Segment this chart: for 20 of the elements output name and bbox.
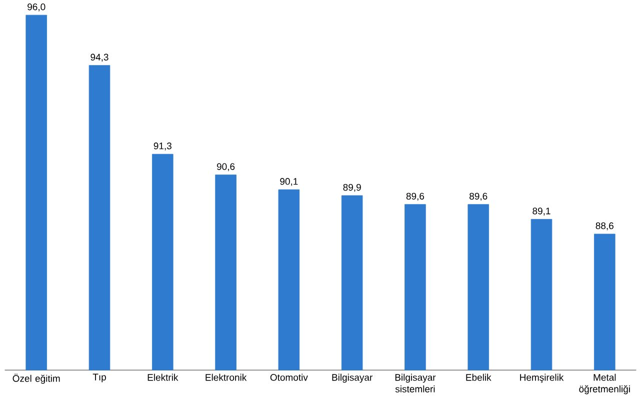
x-tick-label: Bilgisayar sistemleri — [395, 374, 436, 393]
x-tick-label: Hemşirelik — [520, 374, 564, 383]
data-label: 89,6 — [470, 192, 488, 201]
x-tick-label: Bilgisayar — [332, 374, 372, 383]
x-tick-label: Ebelik — [466, 374, 492, 381]
data-label: 88,6 — [596, 222, 614, 230]
data-label: 94,3 — [90, 54, 108, 62]
data-label: 89,9 — [343, 184, 361, 192]
x-tick-label: Tıp — [92, 374, 106, 382]
data-label: 96,0 — [28, 4, 46, 12]
x-tick-label: Özel eğitim — [12, 374, 60, 384]
data-label: 90,1 — [280, 178, 298, 186]
x-tick-label: Metal öğretmenliği — [579, 374, 630, 394]
x-tick-label: Elektrik — [148, 374, 178, 381]
data-label: 91,3 — [154, 142, 172, 150]
data-label: 89,1 — [532, 208, 550, 216]
x-tick-label: Elektronik — [206, 374, 247, 381]
data-label: 90,6 — [216, 163, 235, 172]
data-label: 89,6 — [406, 192, 424, 201]
x-tick-label: Otomotiv — [270, 374, 308, 381]
